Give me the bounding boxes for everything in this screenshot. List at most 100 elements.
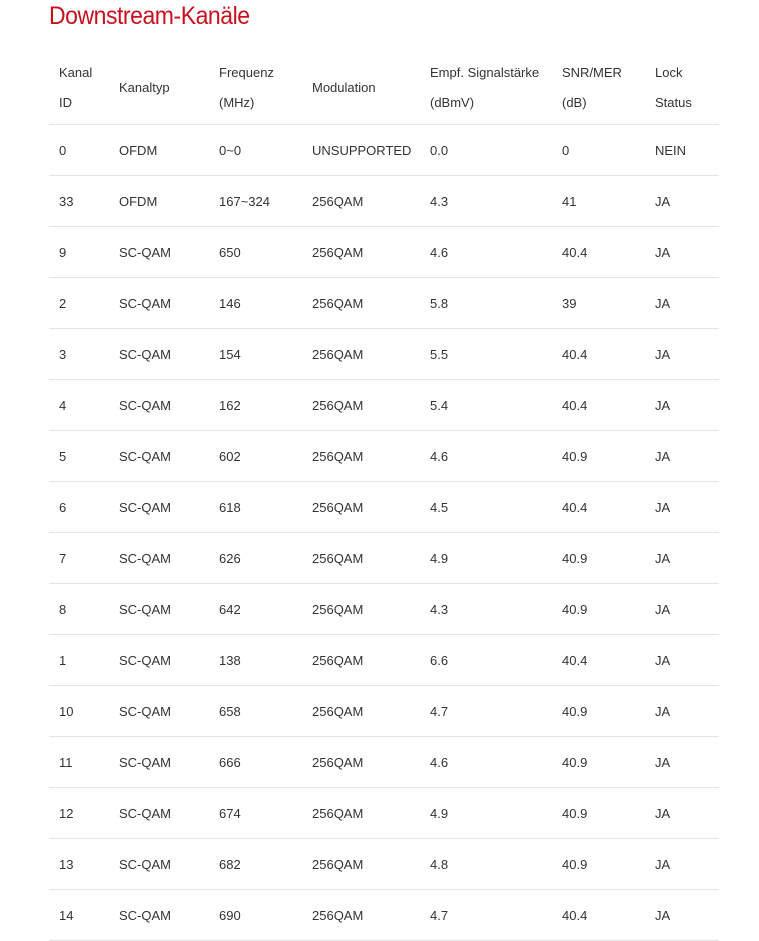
cell-signal-strength: 4.6 [420,226,552,278]
cell-snr-mer: 40.4 [552,889,645,941]
cell-signal-strength: 4.8 [420,838,552,890]
cell-channel-type: SC-QAM [109,889,209,941]
cell-signal-strength: 4.3 [420,583,552,635]
table-row: 13 SC-QAM 682 256QAM 4.8 40.9 JA [49,838,719,890]
table-row: 8 SC-QAM 642 256QAM 4.3 40.9 JA [49,583,719,635]
cell-frequency: 666 [209,736,302,788]
table-row: 12 SC-QAM 674 256QAM 4.9 40.9 JA [49,787,719,839]
cell-channel-id: 5 [49,430,109,482]
table-row: 2 SC-QAM 146 256QAM 5.8 39 JA [49,277,719,329]
table-row: 0 OFDM 0~0 UNSUPPORTED 0.0 0 NEIN [49,124,719,176]
header-line: Kanal [59,65,93,80]
header-line: SNR/MER [562,65,622,80]
cell-modulation: 256QAM [302,430,420,482]
cell-snr-mer: 40.9 [552,685,645,737]
cell-signal-strength: 0.0 [420,124,552,176]
cell-snr-mer: 40.4 [552,481,645,533]
cell-modulation: 256QAM [302,838,420,890]
cell-channel-id: 1 [49,634,109,686]
table-row: 4 SC-QAM 162 256QAM 5.4 40.4 JA [49,379,719,431]
table-row: 33 OFDM 167~324 256QAM 4.3 41 JA [49,175,719,227]
cell-channel-type: SC-QAM [109,787,209,839]
cell-lock-status: JA [645,379,719,431]
cell-lock-status: JA [645,328,719,380]
cell-channel-type: OFDM [109,175,209,227]
cell-snr-mer: 40.4 [552,379,645,431]
cell-lock-status: JA [645,481,719,533]
cell-channel-type: SC-QAM [109,532,209,584]
cell-modulation: 256QAM [302,226,420,278]
cell-snr-mer: 40.9 [552,838,645,890]
cell-lock-status: JA [645,277,719,329]
cell-snr-mer: 40.4 [552,328,645,380]
cell-channel-type: SC-QAM [109,736,209,788]
cell-modulation: 256QAM [302,583,420,635]
cell-channel-type: SC-QAM [109,634,209,686]
cell-channel-type: SC-QAM [109,226,209,278]
cell-channel-id: 13 [49,838,109,890]
cell-channel-type: OFDM [109,124,209,176]
column-header-modulation: Modulation [302,52,420,125]
cell-snr-mer: 40.9 [552,736,645,788]
cell-frequency: 650 [209,226,302,278]
downstream-channels-table: Kanal ID Kanaltyp Frequenz (MHz) Modulation Em… [49,52,719,941]
table-header-row: Kanal ID Kanaltyp Frequenz (MHz) Modulation Em… [49,52,719,125]
cell-channel-id: 6 [49,481,109,533]
cell-lock-status: JA [645,889,719,941]
cell-frequency: 0~0 [209,124,302,176]
cell-frequency: 682 [209,838,302,890]
cell-channel-id: 10 [49,685,109,737]
cell-frequency: 658 [209,685,302,737]
cell-snr-mer: 40.9 [552,430,645,482]
cell-frequency: 690 [209,889,302,941]
cell-channel-type: SC-QAM [109,481,209,533]
cell-snr-mer: 39 [552,277,645,329]
cell-frequency: 138 [209,634,302,686]
header-line: Status [655,95,692,110]
cell-lock-status: JA [645,685,719,737]
header-line: ID [59,95,72,110]
cell-frequency: 618 [209,481,302,533]
column-header-channel-id: Kanal ID [49,52,109,125]
cell-modulation: 256QAM [302,481,420,533]
cell-signal-strength: 4.9 [420,787,552,839]
cell-channel-type: SC-QAM [109,379,209,431]
table-row: 10 SC-QAM 658 256QAM 4.7 40.9 JA [49,685,719,737]
header-line: Lock [655,65,683,80]
cell-signal-strength: 4.9 [420,532,552,584]
cell-channel-id: 0 [49,124,109,176]
cell-modulation: 256QAM [302,175,420,227]
cell-lock-status: JA [645,175,719,227]
cell-lock-status: JA [645,634,719,686]
cell-frequency: 674 [209,787,302,839]
cell-signal-strength: 5.5 [420,328,552,380]
cell-lock-status: JA [645,787,719,839]
cell-modulation: 256QAM [302,328,420,380]
cell-channel-type: SC-QAM [109,277,209,329]
column-header-signal-strength: Empf. Signalstärke (dBmV) [420,52,552,125]
cell-snr-mer: 41 [552,175,645,227]
column-header-channel-type: Kanaltyp [109,52,209,125]
cell-channel-type: SC-QAM [109,685,209,737]
table-row: 14 SC-QAM 690 256QAM 4.7 40.4 JA [49,889,719,941]
cell-lock-status: NEIN [645,124,719,176]
header-line: Empf. Signalstärke [430,65,540,80]
cell-frequency: 162 [209,379,302,431]
cell-modulation: UNSUPPORTED [302,124,420,176]
cell-signal-strength: 4.6 [420,430,552,482]
cell-lock-status: JA [645,532,719,584]
cell-frequency: 602 [209,430,302,482]
cell-channel-id: 14 [49,889,109,941]
header-line: Frequenz [219,65,274,80]
cell-lock-status: JA [645,226,719,278]
table-row: 11 SC-QAM 666 256QAM 4.6 40.9 JA [49,736,719,788]
cell-signal-strength: 5.4 [420,379,552,431]
column-header-frequency: Frequenz (MHz) [209,52,302,125]
cell-channel-type: SC-QAM [109,328,209,380]
table-row: 3 SC-QAM 154 256QAM 5.5 40.4 JA [49,328,719,380]
cell-modulation: 256QAM [302,685,420,737]
column-header-snr-mer: SNR/MER (dB) [552,52,645,125]
cell-channel-type: SC-QAM [109,430,209,482]
cell-channel-id: 2 [49,277,109,329]
cell-signal-strength: 4.3 [420,175,552,227]
